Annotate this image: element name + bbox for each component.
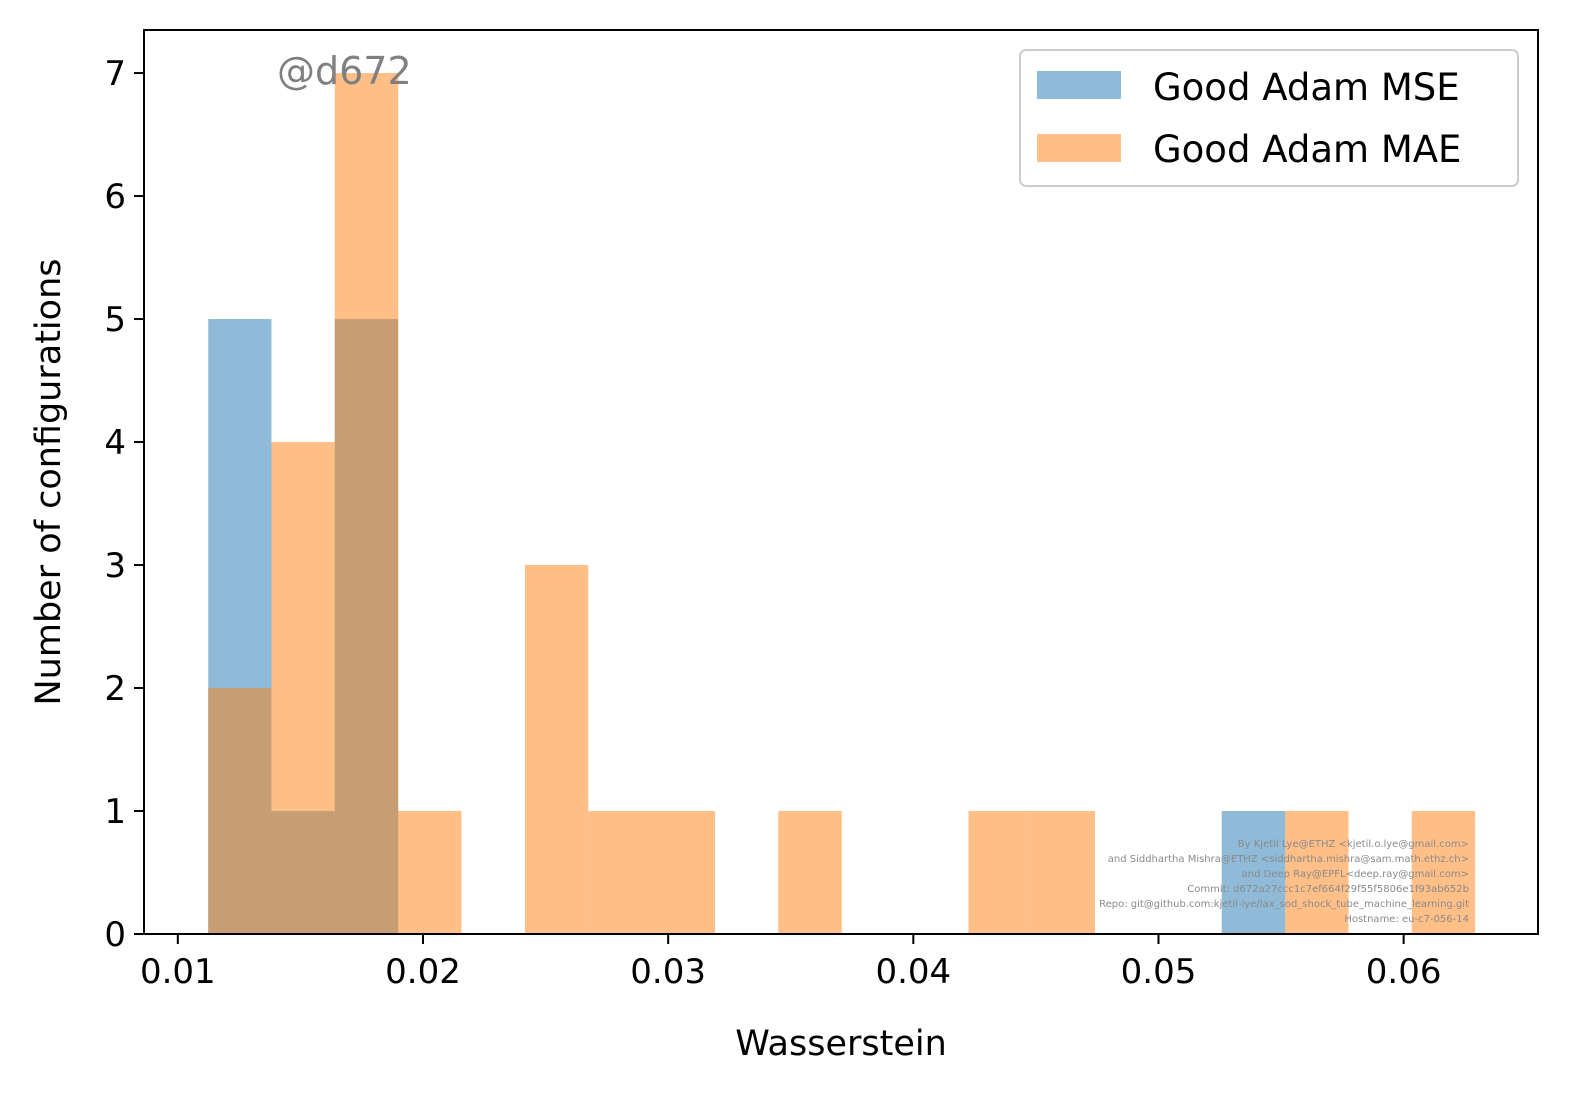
y-tick-label: 6	[104, 177, 126, 217]
credit-line: and Deep Ray@EPFL<deep.ray@gmail.com>	[1242, 869, 1469, 880]
bar-good-adam-mae	[651, 811, 715, 934]
bar-good-adam-mae	[208, 688, 272, 934]
y-axis-ticks: 0 1 2 3 4 5 6 7	[104, 54, 144, 955]
bar-good-adam-mae	[1031, 811, 1095, 934]
bar-good-adam-mae	[334, 73, 399, 935]
legend-frame	[1019, 49, 1519, 187]
credit-line: Hostname: eu-c7-056-14	[1344, 914, 1469, 925]
x-tick-label: 0.04	[875, 952, 951, 992]
y-tick-label: 0	[104, 915, 126, 955]
bar-good-adam-mae	[524, 565, 589, 934]
x-tick-label: 0.01	[140, 952, 216, 992]
bar-good-adam-mae	[1285, 811, 1349, 934]
credit-line: Commit: d672a27ccc1c7ef664f29f55f5806e1f…	[1187, 884, 1469, 895]
legend-swatch-mae	[1037, 134, 1121, 162]
bar-good-adam-mae	[968, 811, 1032, 934]
legend-label-mse: Good Adam MSE	[1153, 66, 1460, 109]
x-tick-label: 0.02	[385, 952, 461, 992]
x-tick-label: 0.05	[1121, 952, 1197, 992]
y-axis-title: Number of configurations	[29, 259, 69, 706]
y-tick-label: 7	[104, 54, 126, 94]
y-tick-label: 4	[104, 423, 126, 463]
x-tick-label: 0.06	[1366, 952, 1442, 992]
x-axis-title: Wasserstein	[735, 1024, 947, 1064]
legend-label-mae: Good Adam MAE	[1153, 128, 1461, 171]
y-tick-label: 1	[104, 792, 126, 832]
y-tick-label: 5	[104, 300, 126, 340]
x-tick-label: 0.03	[630, 952, 706, 992]
x-axis-ticks: 0.01 0.02 0.03 0.04 0.05 0.06	[140, 934, 1442, 992]
credit-line: Repo: git@github.com:kjetil-lye/lax_sod_…	[1099, 899, 1469, 910]
credit-line: and Siddhartha Mishra@ETHZ <siddhartha.m…	[1108, 854, 1469, 865]
y-tick-label: 2	[104, 669, 126, 709]
bar-good-adam-mae	[1411, 811, 1476, 934]
bar-good-adam-mae	[398, 811, 462, 934]
y-tick-label: 3	[104, 546, 126, 586]
credits-block: By Kjetil Lye@ETHZ <kjetil.o.lye@gmail.c…	[1099, 839, 1469, 925]
legend-swatch-mse	[1037, 71, 1121, 99]
bar-good-adam-mse	[1221, 811, 1286, 934]
watermark-label: @d672	[277, 49, 412, 93]
bar-good-adam-mae	[271, 442, 335, 934]
bar-good-adam-mae	[778, 811, 842, 934]
bar-good-adam-mae	[588, 811, 652, 934]
histogram-bars	[208, 73, 1476, 935]
credit-line: By Kjetil Lye@ETHZ <kjetil.o.lye@gmail.c…	[1238, 839, 1469, 850]
legend: Good Adam MSE Good Adam MAE	[1019, 49, 1519, 187]
plot-frame	[143, 29, 1539, 935]
